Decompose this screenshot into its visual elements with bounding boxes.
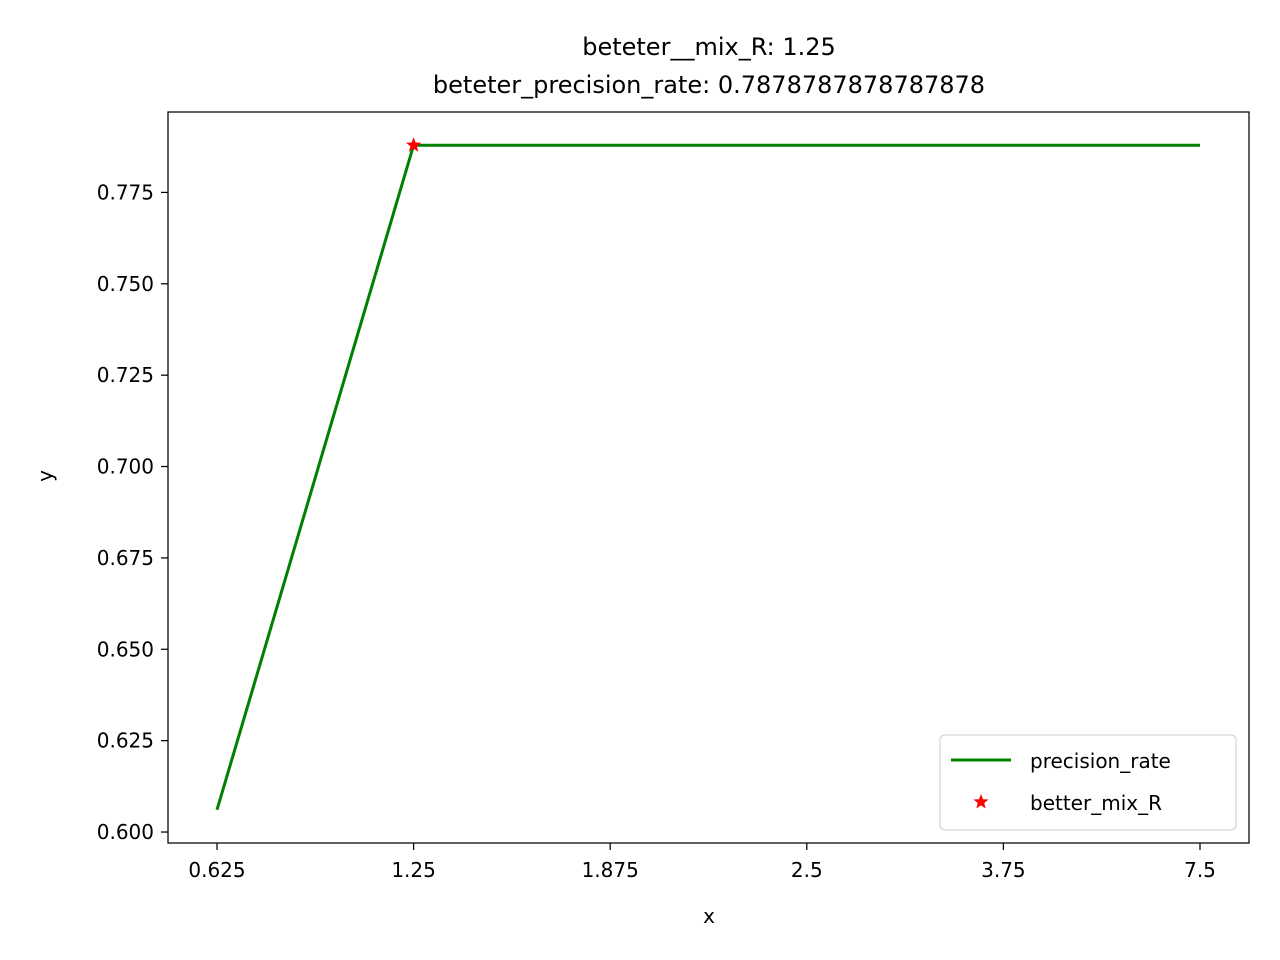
y-tick-label: 0.650: [97, 637, 154, 661]
chart-title-line-1: beteter__mix_R: 1.25: [582, 33, 836, 61]
plot-frame: [167, 111, 1250, 844]
x-axis-ticks: 0.625 1.25 1.875 2.5 3.75 7.5: [188, 843, 1216, 882]
y-axis-label: y: [33, 470, 57, 482]
x-tick-label: 2.5: [791, 858, 823, 882]
x-tick-label: 7.5: [1184, 858, 1216, 882]
y-tick-label: 0.675: [97, 546, 154, 570]
y-tick-label: 0.725: [97, 363, 154, 387]
x-tick-label: 3.75: [981, 858, 1026, 882]
chart-title-line-2: beteter_precision_rate: 0.78787878787878…: [433, 71, 985, 99]
x-axis-label: x: [703, 904, 715, 928]
series-line-precision-rate: [215, 143, 1200, 811]
y-tick-label: 0.775: [97, 180, 154, 204]
legend: precision_rate better_mix_R: [939, 734, 1237, 831]
y-axis-ticks: 0.600 0.625 0.650 0.675 0.700 0.725 0.750 0.775: [97, 180, 168, 844]
x-tick-label: 1.875: [582, 858, 639, 882]
y-tick-label: 0.750: [97, 272, 154, 296]
legend-better-mix-r-star-icon: [973, 794, 989, 809]
better-mix-r-point: [405, 137, 422, 152]
y-tick-label: 0.700: [97, 455, 154, 479]
x-tick-label: 1.25: [391, 858, 436, 882]
y-tick-label: 0.625: [97, 729, 154, 753]
legend-precision-rate-label: precision_rate: [1030, 749, 1171, 773]
plot-area: [215, 137, 1200, 811]
x-tick-label: 0.625: [188, 858, 245, 882]
legend-box: [939, 734, 1237, 831]
legend-better-mix-r-label: better_mix_R: [1030, 791, 1162, 815]
y-tick-label: 0.600: [97, 820, 154, 844]
